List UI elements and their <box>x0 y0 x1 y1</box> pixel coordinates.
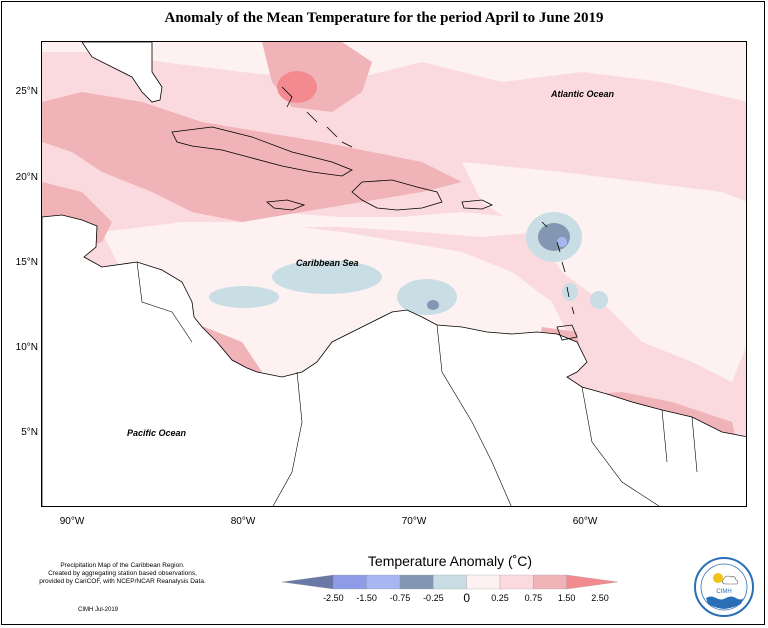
lat-label-20n: 20°N <box>15 172 38 183</box>
cloud-icon <box>722 575 739 585</box>
notes-line-1: Precipitation Map of the Caribbean Regio… <box>60 562 185 569</box>
anomaly-field-warm-cuba <box>42 92 462 222</box>
lat-label-15n: 15°N <box>15 257 38 268</box>
legend-swatch <box>433 574 467 590</box>
land-masses <box>42 42 746 506</box>
island-lesser-antilles <box>541 221 575 315</box>
legend-tick-label: 0.25 <box>491 593 509 603</box>
legend-swatch <box>533 574 567 590</box>
wave-icon <box>706 596 743 609</box>
notes-line-3: provided by CariCOF, with NCEP/NCAR Rean… <box>39 578 206 585</box>
lon-label-60w: 60°W <box>572 516 598 527</box>
border-2 <box>171 311 193 343</box>
lat-label-5n: 5°N <box>21 427 38 438</box>
legend-tick-label: 1.50 <box>557 593 576 603</box>
credit-date: CIMH Jul-2019 <box>78 607 119 613</box>
legend-swatch <box>566 574 619 590</box>
anomaly-field-cool-curacao <box>397 279 457 315</box>
lon-label-70w: 70°W <box>401 516 427 527</box>
legend-tick-label: 0.75 <box>524 593 543 603</box>
legend-tick-label: -0.25 <box>423 593 444 603</box>
land-florida <box>81 42 163 103</box>
border-1 <box>136 261 173 313</box>
legend-colorbar <box>281 574 619 590</box>
island-hispaniola <box>351 179 443 211</box>
label-pacific-ocean: Pacific Ocean <box>127 428 187 438</box>
island-trinidad <box>556 324 578 341</box>
label-atlantic-ocean: Atlantic Ocean <box>551 89 615 99</box>
anomaly-field-strong-bahamas <box>277 71 317 103</box>
lon-label-80w: 80°W <box>230 516 256 527</box>
anomaly-field-slight-north <box>42 42 746 102</box>
island-cuba <box>171 126 353 177</box>
island-jamaica <box>266 199 306 211</box>
anomaly-field-cool-small2 <box>590 291 608 309</box>
border-6 <box>661 409 698 473</box>
island-bahamas <box>281 86 353 148</box>
legend-swatch <box>466 574 501 590</box>
legend-tick-label: -2.50 <box>323 593 344 603</box>
border-3 <box>272 371 303 506</box>
anomaly-field-slight-east <box>462 162 746 382</box>
legend-swatch <box>333 574 367 590</box>
legend-swatch <box>499 574 534 590</box>
land-south-central-america <box>42 214 746 506</box>
border-4 <box>436 324 512 506</box>
map-notes: Precipitation Map of the Caribbean Regio… <box>10 562 235 586</box>
label-caribbean-sea: Caribbean Sea <box>296 258 359 268</box>
legend-swatch <box>399 574 434 590</box>
island-outlines <box>171 86 578 341</box>
lon-label-90w: 90°W <box>59 516 85 527</box>
anomaly-field-cool-small1 <box>562 283 578 301</box>
anomaly-map <box>41 41 747 507</box>
country-borders <box>136 261 698 506</box>
map-title: Anomaly of the Mean Temperature for the … <box>164 10 604 26</box>
legend-title: Temperature Anomaly (˚C) <box>367 553 533 569</box>
legend-swatches <box>281 574 619 590</box>
anomaly-field-cold-antilles <box>538 223 570 251</box>
lat-label-25n: 25°N <box>15 86 38 97</box>
anomaly-field-slight-band <box>192 202 542 237</box>
legend-tick-label: -0.75 <box>389 593 411 603</box>
legend-swatch <box>366 574 401 590</box>
map-svg <box>42 42 746 506</box>
sun-icon <box>713 573 723 583</box>
logo-text: CIMH <box>716 589 731 595</box>
border-5 <box>581 386 660 506</box>
cimh-logo: CIMH <box>693 556 755 618</box>
anomaly-field-cool-west <box>209 286 279 308</box>
anomaly-field-cold-curacao <box>427 300 439 310</box>
lat-label-10n: 10°N <box>15 342 38 353</box>
anomaly-field-cool-central <box>272 260 382 294</box>
cimh-logo-svg: CIMH <box>694 557 754 617</box>
legend-swatch <box>281 574 334 590</box>
notes-line-2: Created by aggregating station based obs… <box>48 570 197 577</box>
legend-tick-label: -1.50 <box>356 593 377 603</box>
legend-tick-label: 0 <box>463 591 470 605</box>
island-puerto-rico <box>461 199 493 210</box>
legend-tick-label: 2.50 <box>591 593 609 603</box>
anomaly-field-colder-antilles <box>557 237 567 247</box>
